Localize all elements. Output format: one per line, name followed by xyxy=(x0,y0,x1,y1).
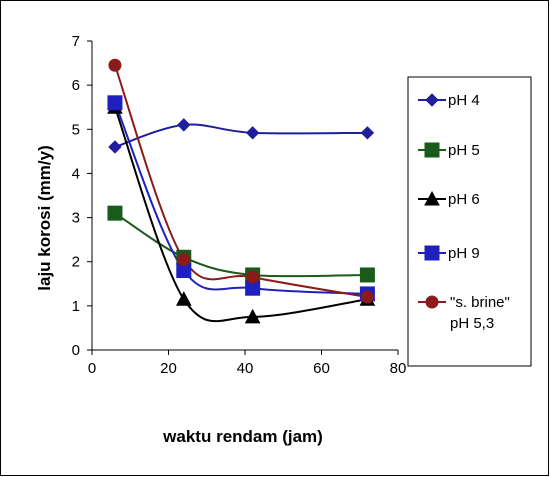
axes: 0 1 2 3 4 5 6 7 0 20 40 60 80 xyxy=(72,33,407,377)
legend-label-3: pH 9 xyxy=(448,245,480,262)
legend-box xyxy=(407,76,532,367)
y-tick-label: 3 xyxy=(72,210,80,227)
y-tick-label: 7 xyxy=(72,33,80,50)
data-point-series-4 xyxy=(177,253,191,267)
series-line-0 xyxy=(114,123,368,148)
legend-marker-3 xyxy=(424,245,440,261)
data-point-series-3 xyxy=(107,95,123,111)
data-point-series-0 xyxy=(360,126,375,140)
x-tick-label: 80 xyxy=(390,360,407,377)
y-tick-label: 5 xyxy=(72,121,80,138)
plot-markers xyxy=(107,58,376,324)
series-line-4 xyxy=(114,64,368,299)
series-line-1 xyxy=(114,212,368,278)
legend-label-1: pH 5 xyxy=(448,142,480,159)
series-line-2 xyxy=(114,106,368,323)
x-tick-label: 60 xyxy=(313,360,330,377)
legend-label-0: pH 4 xyxy=(448,92,480,109)
y-tick-label: 2 xyxy=(72,254,80,271)
legend: pH 4 pH 5 pH 6 pH 9 "s. brine" pH 5,3 xyxy=(418,92,510,332)
legend-label-2: pH 6 xyxy=(448,191,480,208)
y-tick-label: 4 xyxy=(72,165,80,182)
data-point-series-0 xyxy=(108,140,122,154)
x-tick-label: 40 xyxy=(237,360,254,377)
legend-label-4: "s. brine" xyxy=(450,294,510,311)
y-tick-label: 1 xyxy=(72,298,80,315)
x-axis-label: waktu rendam (jam) xyxy=(162,427,323,446)
data-point-series-4 xyxy=(246,270,260,284)
data-point-series-0 xyxy=(245,126,260,140)
plot-lines xyxy=(114,64,368,323)
y-tick-label: 6 xyxy=(72,77,80,94)
data-point-series-2 xyxy=(244,308,261,324)
legend-marker-2 xyxy=(424,190,440,206)
data-point-series-2 xyxy=(175,291,192,306)
x-tick-label: 20 xyxy=(160,360,177,377)
y-tick-label: 0 xyxy=(72,342,80,359)
data-point-series-4 xyxy=(108,58,122,72)
legend-marker-0 xyxy=(425,93,439,107)
data-point-series-0 xyxy=(177,118,191,132)
x-tick-label: 0 xyxy=(88,360,96,377)
legend-marker-1 xyxy=(424,142,440,158)
legend-marker-4 xyxy=(425,295,439,309)
data-point-series-1 xyxy=(359,267,375,283)
data-point-series-4 xyxy=(360,290,374,304)
data-point-series-1 xyxy=(107,205,123,221)
y-axis-label: laju korosi (mm/y) xyxy=(35,145,54,290)
series-line-3 xyxy=(114,102,368,295)
legend-label-4-line2: pH 5,3 xyxy=(450,315,494,332)
